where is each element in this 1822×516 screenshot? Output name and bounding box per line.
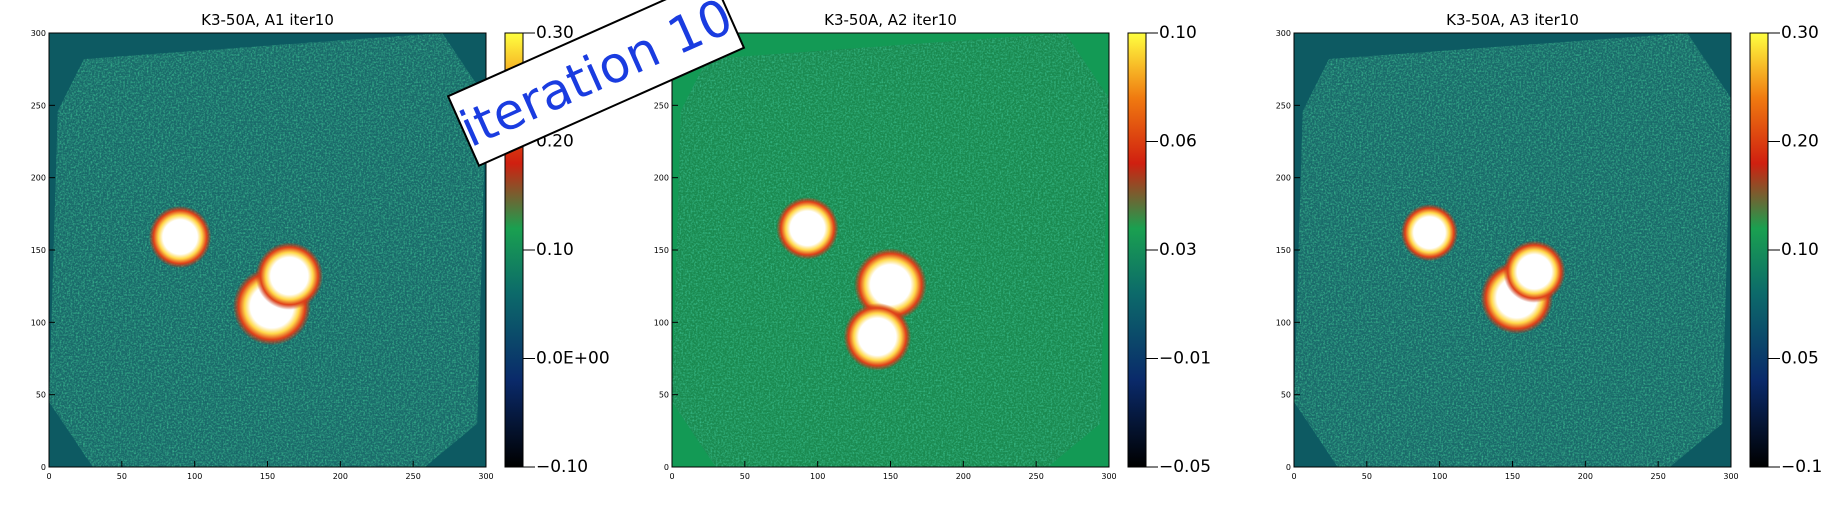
y-tick-label: 0	[1286, 463, 1291, 472]
colorbar-tick-label: 0.10	[1781, 240, 1819, 260]
x-tick-label: 250	[1029, 472, 1044, 481]
colorbar-tick-label: 0.20	[1781, 132, 1819, 152]
colorbar-tick-label: 0.30	[1781, 23, 1819, 43]
colorbar-tick-label: 0.30	[536, 23, 574, 43]
y-tick-label: 0	[664, 463, 669, 472]
y-tick-label: 200	[1276, 174, 1291, 183]
x-tick-label: 200	[333, 472, 348, 481]
x-tick-label: 0	[669, 472, 674, 481]
x-tick-label: 100	[187, 472, 202, 481]
x-tick-label: 200	[1578, 472, 1593, 481]
image-source	[1503, 240, 1566, 303]
image-source	[1400, 204, 1459, 262]
y-tick-label: 300	[31, 29, 46, 38]
x-tick-label: 250	[406, 472, 421, 481]
x-tick-label: 300	[1101, 472, 1116, 481]
panel: K3-50A, A3 iter10 0 50 100 150 200 250 300 0 50 10…	[1276, 11, 1822, 481]
x-tick-label: 300	[478, 472, 493, 481]
y-tick-label: 150	[654, 246, 669, 255]
colorbar-tick-label: −0.05	[1159, 457, 1211, 477]
image-source	[854, 248, 927, 322]
y-tick-label: 250	[31, 101, 46, 110]
colorbar-tick-label: 0.10	[1159, 23, 1197, 43]
y-tick-label: 300	[1276, 29, 1291, 38]
y-tick-label: 0	[41, 463, 46, 472]
image-noise	[49, 33, 486, 467]
colorbar	[1127, 32, 1147, 468]
panel-title: K3-50A, A3 iter10	[1446, 11, 1579, 29]
colorbar-tick-label: 0.0E+00	[536, 349, 610, 369]
y-tick-label: 50	[659, 391, 669, 400]
colorbar-tick-label: 0.06	[1159, 132, 1197, 152]
x-tick-label: 50	[740, 472, 750, 481]
image-source	[148, 205, 212, 269]
colorbar-tick-label: −0.10	[536, 457, 588, 477]
x-tick-label: 0	[46, 472, 51, 481]
x-tick-label: 0	[1291, 472, 1296, 481]
x-tick-label: 150	[260, 472, 275, 481]
x-tick-label: 150	[883, 472, 898, 481]
panel: K3-50A, A2 iter10 0 50 100 150 200 250 300 0 50 10…	[654, 11, 1211, 481]
x-tick-label: 50	[1362, 472, 1372, 481]
image-source	[843, 303, 912, 371]
overlay-box	[446, 0, 746, 168]
y-tick-label: 250	[654, 101, 669, 110]
x-tick-label: 250	[1651, 472, 1666, 481]
panel-title: K3-50A, A2 iter10	[824, 11, 957, 29]
y-tick-label: 200	[31, 174, 46, 183]
y-tick-label: 50	[1281, 391, 1291, 400]
y-tick-label: 150	[31, 246, 46, 255]
colorbar	[1749, 32, 1769, 468]
y-tick-label: 100	[31, 318, 46, 327]
x-tick-label: 300	[1723, 472, 1738, 481]
panel: K3-50A, A1 iter10 0 50 100 150 200 250 300 0 50 10…	[31, 11, 610, 481]
x-tick-label: 150	[1505, 472, 1520, 481]
y-tick-label: 250	[1276, 101, 1291, 110]
y-tick-label: 100	[654, 318, 669, 327]
x-tick-label: 100	[1432, 472, 1447, 481]
y-tick-label: 150	[1276, 246, 1291, 255]
x-tick-label: 50	[117, 472, 127, 481]
colorbar-tick-label: 0.05	[1781, 349, 1819, 369]
y-tick-label: 50	[36, 391, 46, 400]
colorbar-tick-label: −0.01	[1159, 349, 1211, 369]
y-tick-label: 200	[654, 174, 669, 183]
x-tick-label: 100	[810, 472, 825, 481]
y-tick-label: 100	[1276, 318, 1291, 327]
panel-title: K3-50A, A1 iter10	[201, 11, 334, 29]
colorbar-tick-label: 0.10	[536, 240, 574, 260]
image-source	[776, 197, 839, 260]
x-tick-label: 200	[956, 472, 971, 481]
colorbar-tick-label: −0.10	[1781, 457, 1822, 477]
colorbar-tick-label: 0.03	[1159, 240, 1197, 260]
image-source	[255, 242, 324, 310]
